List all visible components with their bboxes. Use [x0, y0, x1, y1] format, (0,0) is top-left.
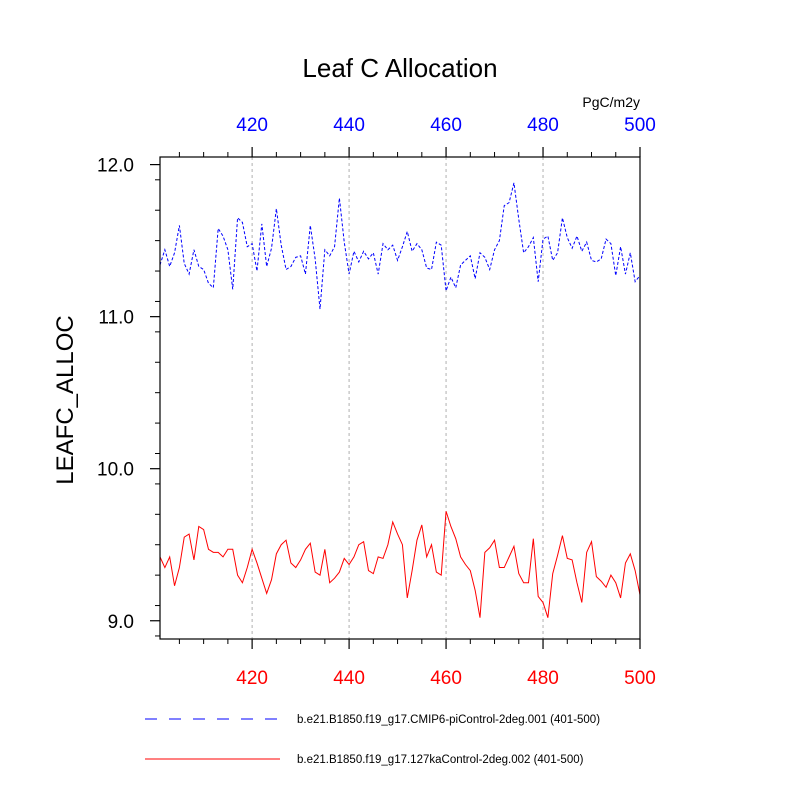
- y-tick-label: 11.0: [98, 308, 134, 329]
- units-label: PgC/m2y: [582, 94, 640, 110]
- top-x-tick-label: 500: [624, 115, 656, 136]
- vertical-gridlines: [251, 157, 544, 639]
- plot-frame: [159, 156, 641, 640]
- y-tick-label: 12.0: [97, 156, 134, 177]
- top-x-tick-label: 420: [236, 115, 268, 136]
- series-layer: [159, 182, 641, 618]
- bottom-x-tick-label: 440: [333, 668, 365, 689]
- bottom-x-tick-label: 480: [527, 668, 559, 689]
- bottom-x-tick-label: 420: [236, 668, 268, 689]
- series-line-2: [159, 511, 641, 618]
- bottom-x-tick-label: 500: [624, 668, 656, 689]
- y-tick-label: 10.0: [97, 460, 134, 481]
- top-x-tick-label: 460: [430, 115, 462, 136]
- series-line-1: [159, 182, 641, 310]
- y-axis-label: LEAFC_ALLOC: [52, 315, 79, 484]
- axis-ticks: 420 420 440 440 460 460 480 480 500 500 9.0 10.0 11.…: [97, 115, 656, 689]
- y-tick-label: 9.0: [108, 612, 134, 633]
- legend-label-2: b.e21.B1850.f19_g17.127kaControl-2deg.00…: [297, 754, 584, 766]
- legend-label-1: b.e21.B1850.f19_g17.CMIP6-piControl-2deg…: [297, 714, 600, 726]
- legend: b.e21.B1850.f19_g17.CMIP6-piControl-2deg…: [145, 714, 600, 766]
- bottom-x-tick-label: 460: [430, 668, 462, 689]
- top-x-tick-label: 440: [333, 115, 365, 136]
- chart-title: Leaf C Allocation: [302, 53, 497, 83]
- top-x-tick-label: 480: [527, 115, 559, 136]
